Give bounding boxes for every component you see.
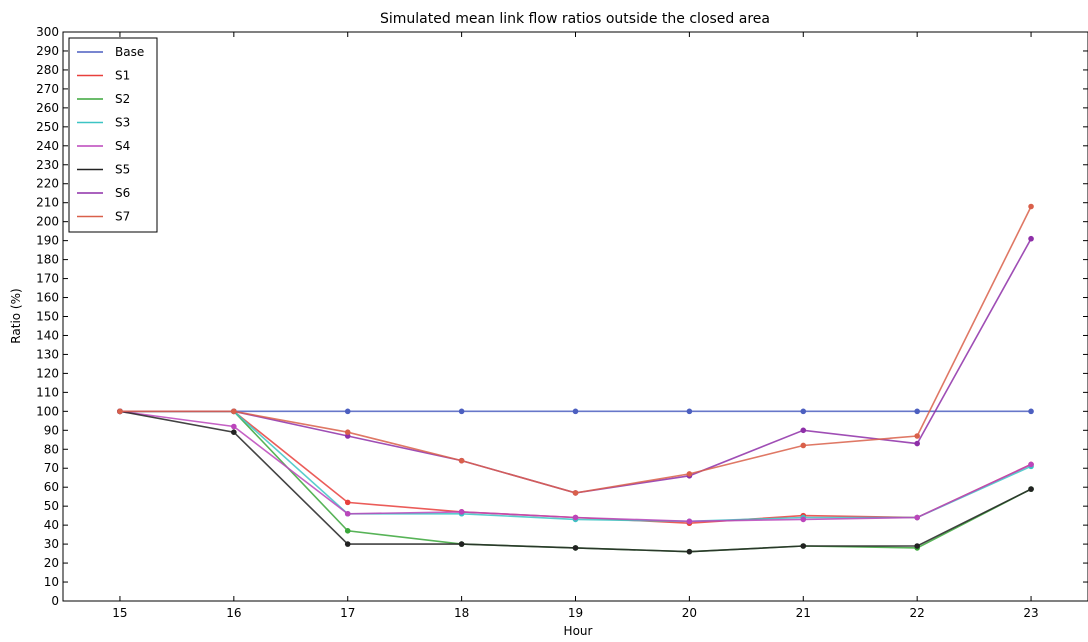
data-point-s7 [458, 457, 465, 464]
data-point-base [572, 408, 579, 415]
y-tick-label: 220 [36, 177, 59, 191]
plot-frame [62, 31, 1088, 602]
legend-label-base: Base [115, 45, 144, 59]
x-tick-label: 19 [568, 606, 583, 620]
data-point-base [686, 408, 693, 415]
data-point-s4 [458, 509, 465, 515]
legend-label-s7: S7 [115, 210, 130, 224]
data-point-s4 [231, 423, 237, 430]
legend-label-s2: S2 [115, 92, 130, 106]
x-tick-label: 20 [682, 606, 697, 620]
data-point-s7 [344, 429, 351, 435]
data-point-s7 [914, 433, 920, 439]
series-line-s3 [119, 410, 1032, 523]
data-point-s5 [914, 543, 920, 549]
data-point-s4 [686, 518, 693, 525]
legend-label-s3: S3 [115, 116, 130, 130]
series-line-s7 [119, 206, 1032, 494]
y-axis-label: Ratio (%) [9, 288, 23, 343]
y-tick-label: 40 [44, 518, 59, 532]
y-tick-label: 100 [36, 404, 59, 418]
y-tick-label: 190 [36, 234, 59, 248]
data-point-base [344, 408, 351, 415]
y-tick-label: 230 [36, 158, 59, 172]
y-tick-label: 50 [44, 499, 59, 513]
data-point-s6 [1028, 235, 1034, 242]
y-tick-label: 260 [36, 101, 59, 115]
y-tick-label: 30 [44, 537, 59, 551]
y-tick-label: 80 [44, 442, 59, 456]
data-point-s5 [231, 429, 237, 435]
y-tick-label: 10 [44, 575, 59, 589]
data-point-s7 [231, 408, 237, 415]
data-point-s5 [344, 541, 351, 547]
series-line-s4 [119, 410, 1032, 523]
y-tick-label: 300 [36, 25, 59, 39]
data-point-s6 [800, 427, 807, 434]
y-tick-label: 270 [36, 82, 59, 96]
data-point-s6 [914, 440, 920, 447]
data-point-s4 [344, 510, 351, 517]
x-tick-label: 23 [1023, 606, 1038, 620]
y-tick-label: 110 [36, 385, 59, 399]
legend-label-s1: S1 [115, 69, 130, 83]
data-point-base [914, 408, 920, 415]
x-tick-label: 17 [340, 606, 355, 620]
data-point-s7 [800, 442, 807, 449]
y-tick-label: 240 [36, 139, 59, 153]
data-point-s5 [572, 545, 579, 551]
legend-label-s5: S5 [115, 163, 130, 177]
legend-box [68, 37, 158, 233]
y-tick-label: 20 [44, 556, 59, 570]
y-tick-label: 250 [36, 120, 59, 134]
data-point-s5 [458, 541, 465, 547]
y-tick-label: 140 [36, 328, 59, 342]
data-point-s4 [914, 514, 920, 521]
y-tick-label: 280 [36, 63, 59, 77]
data-point-base [458, 408, 465, 415]
y-tick-label: 150 [36, 310, 59, 324]
x-tick-label: 15 [112, 606, 127, 620]
data-point-s5 [800, 543, 807, 549]
x-tick-label: 18 [454, 606, 469, 620]
data-point-base [800, 408, 807, 415]
y-tick-label: 180 [36, 253, 59, 267]
y-tick-label: 120 [36, 366, 59, 380]
data-point-base [1028, 408, 1034, 415]
y-tick-label: 290 [36, 44, 59, 58]
y-tick-label: 200 [36, 215, 59, 229]
chart-title: Simulated mean link flow ratios outside … [380, 11, 770, 27]
data-point-s1 [344, 499, 351, 506]
x-tick-label: 16 [226, 606, 241, 620]
data-point-s4 [572, 514, 579, 521]
data-point-s7 [686, 471, 693, 477]
legend-label-s6: S6 [115, 186, 130, 200]
series-line-s1 [119, 410, 1032, 525]
data-point-s7 [1028, 203, 1034, 210]
data-point-s7 [117, 408, 123, 415]
y-tick-label: 210 [36, 196, 59, 210]
legend-label-s4: S4 [115, 139, 130, 153]
y-tick-label: 130 [36, 347, 59, 361]
data-point-s7 [572, 490, 579, 496]
y-tick-label: 160 [36, 291, 59, 305]
data-point-s5 [1028, 486, 1034, 492]
y-tick-label: 60 [44, 480, 59, 494]
data-point-s4 [1028, 461, 1034, 468]
data-point-s4 [800, 516, 807, 523]
x-axis-label: Hour [564, 624, 593, 638]
data-point-s5 [686, 548, 693, 555]
x-tick-label: 21 [796, 606, 811, 620]
plot-layer: 0 10 20 30 40 50 60 70 80 90 100 110 120 130 140 150 160… [36, 25, 1088, 620]
legend: Base S1 S2 S3 S4 S5 S6 S7 [68, 37, 158, 233]
y-tick-label: 0 [51, 594, 59, 608]
data-point-s2 [344, 528, 351, 534]
y-tick-label: 170 [36, 272, 59, 286]
y-tick-label: 70 [44, 461, 59, 475]
y-tick-label: 90 [44, 423, 59, 437]
x-tick-label: 22 [910, 606, 925, 620]
